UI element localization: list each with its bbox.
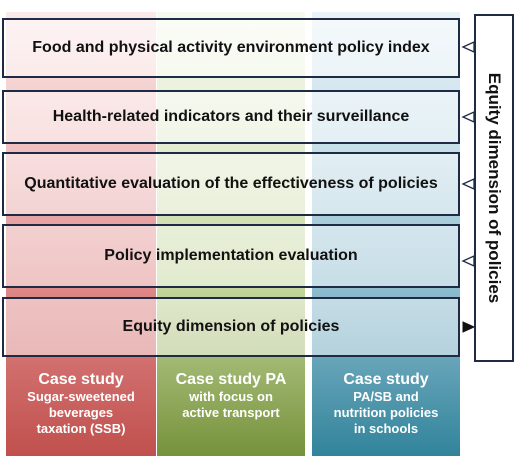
band-health-indicators: Health-related indicators and their surv… xyxy=(2,90,460,144)
solid-arrow-icon xyxy=(462,321,476,333)
case-study-ssb-label: Case study Sugar-sweetened beverages tax… xyxy=(27,371,135,436)
case-study-schools-label: Case study PA/SB and nutrition policies … xyxy=(333,371,439,436)
equity-dimension-side-box: Equity dimension of policies xyxy=(474,14,514,362)
band-quantitative-evaluation: Quantitative evaluation of the effective… xyxy=(2,152,460,216)
band-implementation-evaluation: Policy implementation evaluation xyxy=(2,224,460,288)
band-policy-index: Food and physical activity environment p… xyxy=(2,18,460,78)
side-label: Equity dimension of policies xyxy=(485,72,504,304)
case-study-pa-label: Case study PA with focus on active trans… xyxy=(175,371,287,420)
band-equity-dimension: Equity dimension of policies xyxy=(2,297,460,357)
